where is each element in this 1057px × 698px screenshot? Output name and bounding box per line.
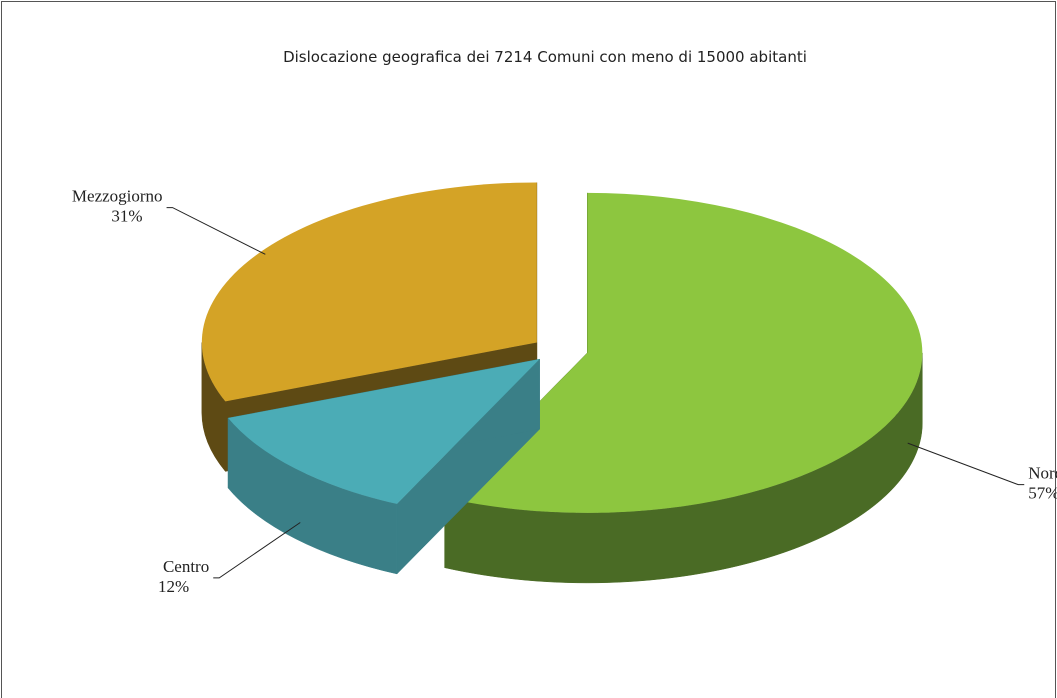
slice-label: Centro [163, 557, 209, 576]
leader-line [166, 207, 266, 255]
slice-label: Mezzogiorno [72, 187, 163, 206]
leader-line [213, 522, 301, 579]
slice-value-label: 31% [111, 207, 142, 226]
slice [201, 182, 537, 402]
leader-line [907, 442, 1025, 486]
slice-wall [444, 352, 923, 584]
slice [444, 192, 923, 513]
slice [228, 359, 540, 504]
slice-value-label: 12% [158, 577, 189, 596]
chart-title: Dislocazione geografica dei 7214 Comuni … [283, 48, 807, 66]
slice-label: Nord [1028, 464, 1057, 483]
slice-value-label: 57% [1028, 484, 1057, 503]
